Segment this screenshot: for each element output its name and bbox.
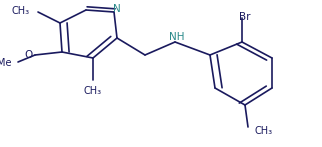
Text: Br: Br bbox=[240, 11, 251, 21]
Text: CH₃: CH₃ bbox=[84, 86, 102, 96]
Text: CH₃: CH₃ bbox=[12, 6, 30, 16]
Text: CH₃: CH₃ bbox=[254, 126, 272, 136]
Text: N: N bbox=[113, 4, 121, 14]
Text: NH: NH bbox=[169, 32, 185, 42]
Text: O: O bbox=[24, 50, 33, 60]
Text: Me: Me bbox=[0, 59, 12, 69]
